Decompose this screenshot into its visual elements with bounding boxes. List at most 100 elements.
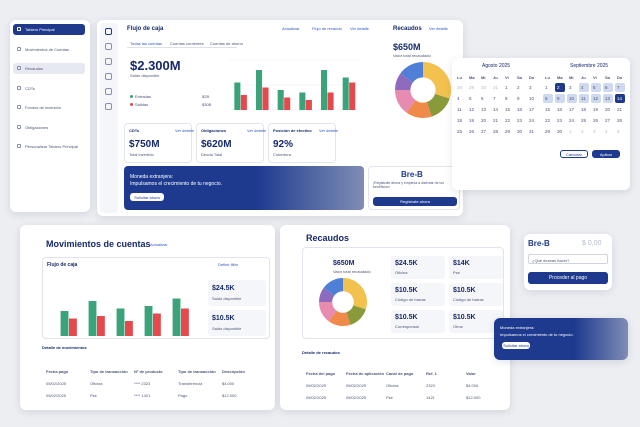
table-cell: Transferencia	[178, 381, 203, 386]
weekday: Lu	[457, 75, 462, 80]
day: 10	[529, 96, 535, 101]
sidebar: Tablero Principal Movimientos de Cuentas R…	[10, 20, 90, 212]
bar	[321, 70, 328, 110]
table-cell: 2323	[426, 383, 435, 388]
recaudos-card: Recaudos $650M Valor total recaudado $24.5K…	[280, 225, 510, 410]
rail-icon	[105, 58, 112, 65]
day: 4	[457, 96, 460, 101]
stat-value: $24.5K	[395, 260, 418, 267]
tab-underline	[127, 47, 237, 48]
menu-item: Obligaciones	[25, 124, 49, 130]
bar	[342, 77, 349, 110]
day: 7	[617, 85, 620, 90]
weekday: Vi	[593, 75, 597, 80]
day: 9	[517, 96, 520, 101]
table-cell: $12.000	[222, 393, 237, 398]
bar	[88, 301, 97, 336]
stat-label: Saldo disponible	[212, 326, 242, 331]
menu-icon	[17, 124, 21, 129]
card-label: Cobertura	[273, 152, 291, 157]
card-title: Obligaciones	[201, 128, 227, 133]
day: 24	[569, 118, 575, 123]
table-cell: 05/02/2025	[46, 393, 67, 398]
day: 18	[581, 107, 587, 112]
day: 13	[481, 107, 487, 112]
day-bg	[555, 83, 565, 92]
day: 8	[505, 96, 508, 101]
weekday: Sa	[605, 75, 610, 80]
day: 17	[529, 107, 535, 112]
hover-pill	[13, 63, 85, 74]
panel-title: Recaudos	[393, 26, 422, 32]
menu-item: Tablero Principal	[25, 27, 55, 32]
menu-item: Movimientos de Cuentas	[25, 46, 70, 52]
pie-slice	[346, 305, 366, 325]
day: 9	[557, 96, 560, 101]
stat-box: $24.5K Saldo disponible	[208, 280, 266, 306]
stat-card: Posición de efectivo Ver detalle 92% Cobert…	[268, 123, 338, 163]
day: 16	[557, 107, 563, 112]
day: 17	[569, 107, 575, 112]
cancel-button[interactable]: Cancelar	[560, 150, 588, 158]
balance-label: Saldo disponible	[130, 73, 160, 78]
register-button[interactable]: Regístrate ahora	[373, 197, 457, 206]
card-title: Posición de efectivo	[273, 128, 312, 133]
day: 25	[457, 129, 463, 134]
cta-button[interactable]: Solicitar ahora	[130, 193, 164, 201]
stat-card: CDTs Ver detalle $750M Total invertido	[124, 123, 194, 163]
day: 21	[617, 107, 623, 112]
weekday: Ju	[581, 75, 586, 80]
page-title: Movimientos de cuentas	[46, 239, 151, 249]
day: 3	[529, 85, 532, 90]
pie-slice	[406, 100, 432, 118]
table-cell: $4.000	[222, 381, 235, 386]
weekday: Do	[529, 75, 535, 80]
rail-icon	[105, 88, 112, 95]
legend-dot	[130, 95, 133, 98]
bar	[144, 306, 153, 336]
stat-label: Corresponsal	[395, 324, 419, 329]
day: 23	[517, 118, 523, 123]
dashboard: Flujo de caja Actualizar Flujo de recaudo V…	[97, 20, 463, 216]
day: 13	[605, 96, 611, 101]
day: 20	[481, 118, 487, 123]
bar	[240, 95, 247, 110]
day: 21	[493, 118, 499, 123]
stat-label: Código de barras	[395, 297, 426, 302]
bar	[327, 92, 334, 110]
table-cell: $4.000	[466, 383, 479, 388]
panel-title: Flujo de caja	[127, 26, 164, 32]
pay-button[interactable]: Proceder al pago	[528, 272, 608, 284]
day: 10	[569, 96, 575, 101]
link: Actualizar	[150, 242, 168, 247]
day: 2	[581, 129, 584, 134]
stat-value: $24.5K	[212, 285, 235, 292]
day: 25	[581, 118, 587, 123]
day: 20	[605, 107, 611, 112]
table-header: Fecha de aplicación	[346, 371, 385, 376]
amount-label: Valor total recaudado	[393, 53, 431, 58]
banner-text: Impulsamos el crecimiento de tu negocio.	[130, 181, 222, 187]
day: 14	[617, 96, 623, 101]
apply-button[interactable]: Aplicar	[592, 150, 620, 158]
card-label: Deuda Total	[201, 152, 223, 157]
section-title: Detalle de movimientos	[42, 345, 87, 350]
input[interactable]: ¿Qué deseas hacer?	[528, 254, 608, 264]
bar	[60, 311, 69, 336]
card-label: Total invertido	[129, 152, 154, 157]
day: 26	[593, 118, 599, 123]
table-cell: 05/02/2025	[346, 383, 367, 388]
day: 4	[605, 129, 608, 134]
day-bg	[579, 94, 589, 103]
chart	[319, 278, 367, 326]
weekday: Mi	[569, 75, 574, 80]
bar	[284, 97, 291, 110]
payment-card: Bre-B $ 0,00 ¿Qué deseas hacer? Proceder al…	[524, 234, 612, 290]
table-header: Fecha del pago	[306, 371, 336, 376]
day: 1	[505, 85, 508, 90]
cta-button[interactable]: Solicitar ahora	[502, 342, 530, 349]
table-cell: 05/02/2025	[346, 395, 367, 400]
amount: $650M	[393, 42, 421, 52]
weekday: Mi	[481, 75, 486, 80]
day: 18	[457, 118, 463, 123]
